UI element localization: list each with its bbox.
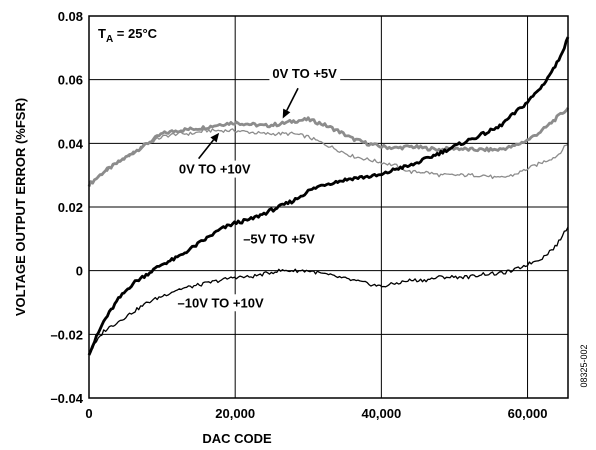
- series-line-10v-to-10v: [88, 226, 569, 355]
- annotation-arrow-line: [286, 87, 299, 111]
- series-label: –10V TO +10V: [178, 295, 264, 310]
- x-tick-label: 20,000: [215, 406, 255, 421]
- annotation-arrow-head: [210, 132, 220, 143]
- series-label-background: [175, 160, 254, 178]
- y-tick-label: –0.02: [50, 327, 83, 342]
- y-tick-label: 0.04: [58, 136, 84, 151]
- x-tick-label: 0: [85, 406, 92, 421]
- y-tick-label: 0.06: [58, 73, 83, 88]
- temperature-value: = 25°C: [113, 26, 157, 41]
- x-tick-label: 40,000: [361, 406, 401, 421]
- grid-lines: [89, 16, 568, 398]
- series-label-background: [269, 65, 341, 83]
- axes: 0 20,000 40,000 60,000 –0.04 –0.02 0 0.02 0.04 0.…: [50, 9, 569, 421]
- y-tick-label: 0.08: [58, 9, 83, 24]
- series-annotations: 0V TO +5V 0V TO +10V –5V TO +5V –10V TO +10…: [174, 65, 341, 312]
- y-tick-label: –0.04: [50, 391, 83, 406]
- temperature-condition-label: TA = 25°C: [98, 26, 158, 45]
- figure-id: 08325-002: [579, 344, 589, 387]
- series-line-0v-to-10v: [88, 128, 569, 187]
- series-label: 0V TO +5V: [272, 66, 337, 81]
- y-tick-label: 0: [76, 264, 83, 279]
- y-axis-title: VOLTAGE OUTPUT ERROR (%FSR): [13, 98, 28, 316]
- series-label: 0V TO +10V: [179, 162, 251, 177]
- series-label-background: [174, 294, 267, 312]
- series-line-5v-to-5v: [87, 36, 570, 356]
- series-lines: [87, 36, 570, 356]
- plot-frame: [88, 15, 569, 399]
- temperature-symbol: T: [98, 26, 106, 41]
- y-tick-label: 0.02: [58, 200, 83, 215]
- series-label: –5V TO +5V: [243, 232, 315, 247]
- temperature-subscript: A: [106, 34, 113, 45]
- series-line-0v-to-5v: [87, 107, 570, 187]
- series-label-background: [240, 230, 319, 248]
- annotation-arrow-head: [282, 108, 291, 119]
- x-axis-title: DAC CODE: [202, 431, 272, 446]
- annotation-arrow-line: [198, 139, 215, 160]
- x-tick-label: 60,000: [508, 406, 548, 421]
